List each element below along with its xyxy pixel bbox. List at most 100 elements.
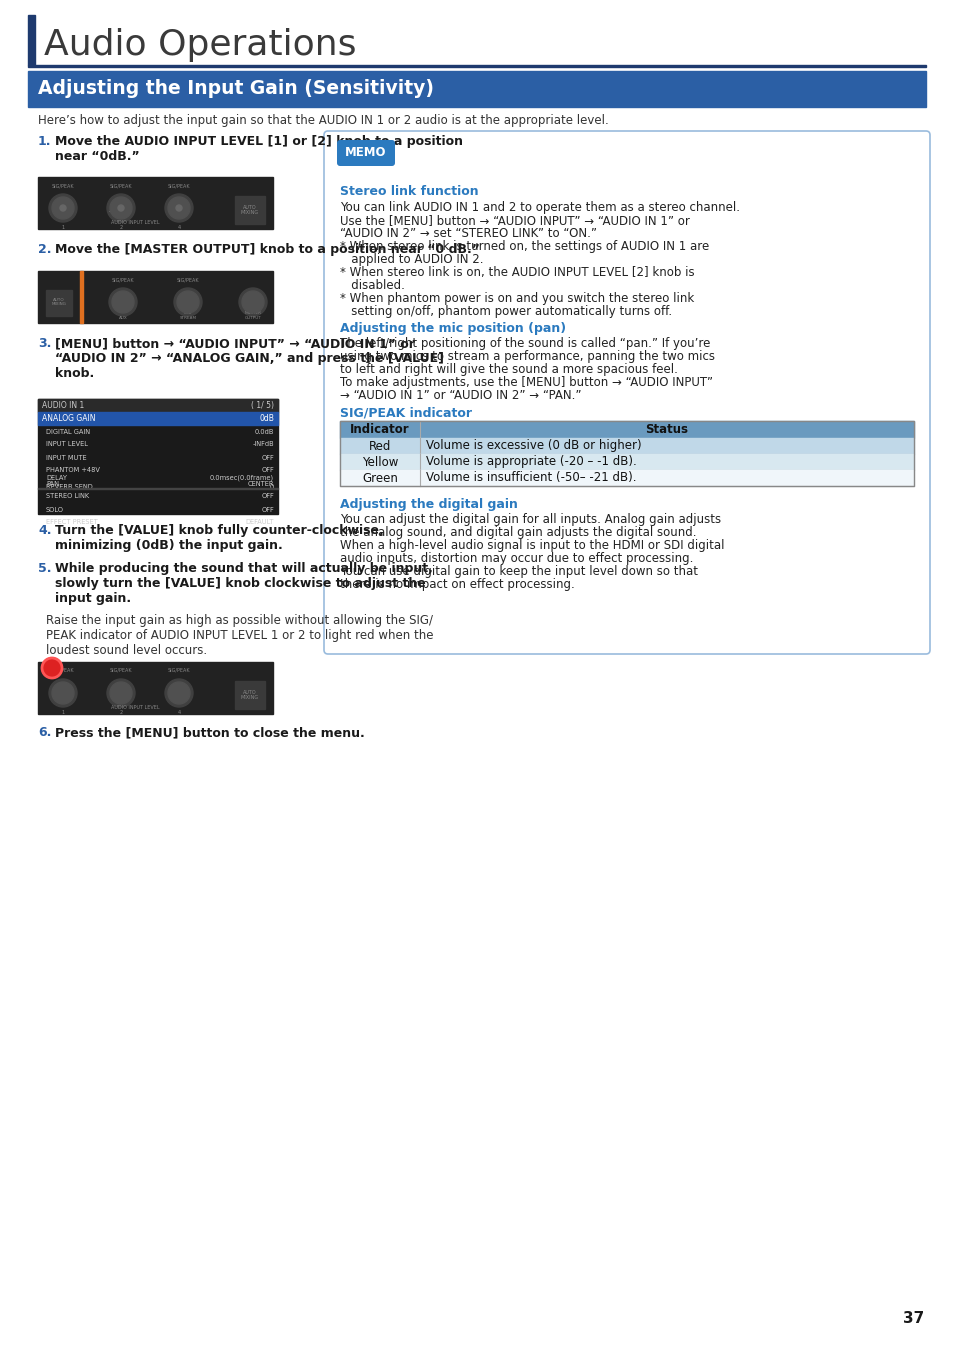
Circle shape bbox=[112, 292, 133, 313]
Text: SIG/PEAK indicator: SIG/PEAK indicator bbox=[339, 406, 472, 418]
Text: DEFAULT: DEFAULT bbox=[245, 520, 274, 525]
Circle shape bbox=[109, 288, 137, 316]
Text: OFF: OFF bbox=[261, 455, 274, 460]
Bar bbox=[234, 680, 265, 709]
Text: AUDIO INPUT LEVEL: AUDIO INPUT LEVEL bbox=[111, 220, 159, 225]
Text: 37: 37 bbox=[902, 1311, 923, 1326]
Circle shape bbox=[107, 194, 135, 221]
Text: Volume is excessive (0 dB or higher): Volume is excessive (0 dB or higher) bbox=[426, 440, 641, 452]
Text: Press the [MENU] button to close the menu.: Press the [MENU] button to close the men… bbox=[55, 726, 364, 738]
Text: Here’s how to adjust the input gain so that the AUDIO IN 1 or 2 audio is at the : Here’s how to adjust the input gain so t… bbox=[38, 113, 608, 127]
Text: PHANTOM +48V: PHANTOM +48V bbox=[46, 467, 100, 474]
Text: Use the [MENU] button → “AUDIO INPUT” → “AUDIO IN 1” or: Use the [MENU] button → “AUDIO INPUT” → … bbox=[339, 215, 689, 227]
Circle shape bbox=[242, 292, 264, 313]
Text: * When stereo link is on, the AUDIO INPUT LEVEL [2] knob is: * When stereo link is on, the AUDIO INPU… bbox=[339, 266, 694, 279]
Bar bbox=[28, 15, 35, 65]
Text: You can link AUDIO IN 1 and 2 to operate them as a stereo channel.: You can link AUDIO IN 1 and 2 to operate… bbox=[339, 201, 740, 215]
Text: 2: 2 bbox=[119, 225, 122, 230]
Text: 2: 2 bbox=[119, 710, 122, 716]
Text: 0dB: 0dB bbox=[259, 414, 274, 423]
Text: Adjusting the mic position (pan): Adjusting the mic position (pan) bbox=[339, 323, 565, 335]
Circle shape bbox=[60, 205, 66, 211]
Circle shape bbox=[173, 288, 202, 316]
Text: SIG/PEAK: SIG/PEAK bbox=[51, 184, 74, 188]
Text: ANALOG GAIN: ANALOG GAIN bbox=[42, 414, 95, 423]
Circle shape bbox=[165, 679, 193, 707]
Bar bbox=[46, 290, 71, 316]
Text: AUTO
MIXING: AUTO MIXING bbox=[241, 690, 259, 701]
Bar bbox=[339, 470, 913, 486]
Circle shape bbox=[118, 205, 124, 211]
Text: USB
STREAM: USB STREAM bbox=[179, 312, 196, 320]
Text: using two mics to stream a performance, panning the two mics: using two mics to stream a performance, … bbox=[339, 350, 714, 363]
Bar bbox=[28, 65, 925, 68]
Circle shape bbox=[49, 194, 77, 221]
Circle shape bbox=[52, 197, 74, 219]
Text: You can use digital gain to keep the input level down so that: You can use digital gain to keep the inp… bbox=[339, 566, 698, 578]
Text: Audio Operations: Audio Operations bbox=[44, 28, 356, 62]
Text: audio inputs, distortion may occur due to effect processing.: audio inputs, distortion may occur due t… bbox=[339, 552, 693, 566]
Text: Turn the [VALUE] knob fully counter-clockwise,
minimizing (0dB) the input gain.: Turn the [VALUE] knob fully counter-cloc… bbox=[55, 524, 383, 552]
Text: 0: 0 bbox=[270, 485, 274, 490]
Text: -INFdB: -INFdB bbox=[253, 441, 274, 447]
Bar bbox=[339, 437, 913, 454]
Text: Indicator: Indicator bbox=[350, 423, 410, 436]
Text: SIG/PEAK: SIG/PEAK bbox=[176, 277, 199, 282]
Text: OFF: OFF bbox=[261, 467, 274, 474]
Text: 4.: 4. bbox=[38, 524, 51, 537]
Text: 4: 4 bbox=[177, 710, 180, 716]
Text: Status: Status bbox=[645, 423, 688, 436]
Text: 5.: 5. bbox=[38, 562, 51, 575]
Text: OFF: OFF bbox=[261, 494, 274, 499]
Bar bbox=[38, 662, 273, 714]
Text: the analog sound, and digital gain adjusts the digital sound.: the analog sound, and digital gain adjus… bbox=[339, 526, 696, 539]
Bar bbox=[339, 421, 913, 486]
Text: Yellow: Yellow bbox=[361, 455, 397, 468]
FancyBboxPatch shape bbox=[336, 140, 395, 166]
Text: Move the [MASTER OUTPUT] knob to a position near “0 dB.”: Move the [MASTER OUTPUT] knob to a posit… bbox=[55, 243, 479, 256]
Text: SOLO: SOLO bbox=[46, 506, 64, 513]
Text: AUTO
MIXING: AUTO MIXING bbox=[51, 298, 67, 306]
Text: Adjusting the digital gain: Adjusting the digital gain bbox=[339, 498, 517, 512]
Text: ( 1/ 5): ( 1/ 5) bbox=[251, 401, 274, 410]
Text: “AUDIO IN 2” → set “STEREO LINK” to “ON.”: “AUDIO IN 2” → set “STEREO LINK” to “ON.… bbox=[339, 227, 597, 240]
Text: Stereo link function: Stereo link function bbox=[339, 185, 478, 198]
Bar bbox=[38, 271, 273, 323]
Text: Move the AUDIO INPUT LEVEL [1] or [2] knob to a position
near “0dB.”: Move the AUDIO INPUT LEVEL [1] or [2] kn… bbox=[55, 135, 462, 163]
Circle shape bbox=[175, 205, 182, 211]
Text: SIG/PEAK: SIG/PEAK bbox=[110, 184, 132, 188]
Text: STEREO LINK: STEREO LINK bbox=[46, 494, 89, 499]
Bar bbox=[28, 72, 925, 107]
Circle shape bbox=[177, 292, 199, 313]
Text: 1: 1 bbox=[61, 710, 65, 716]
Text: MASTER
OUTPUT: MASTER OUTPUT bbox=[244, 312, 261, 320]
Text: AUDIO INPUT LEVEL: AUDIO INPUT LEVEL bbox=[111, 705, 159, 710]
Text: 4: 4 bbox=[177, 225, 180, 230]
Text: to left and right will give the sound a more spacious feel.: to left and right will give the sound a … bbox=[339, 363, 678, 377]
Text: SIG/PEAK: SIG/PEAK bbox=[51, 668, 74, 674]
Text: REVERB SEND: REVERB SEND bbox=[46, 485, 92, 490]
Circle shape bbox=[49, 679, 77, 707]
Text: When a high-level audio signal is input to the HDMI or SDI digital: When a high-level audio signal is input … bbox=[339, 539, 723, 552]
Text: DELAY: DELAY bbox=[46, 475, 67, 481]
Text: SIG/PEAK: SIG/PEAK bbox=[110, 668, 132, 674]
Text: 6.: 6. bbox=[38, 726, 51, 738]
Text: 0.0msec(0.0frame): 0.0msec(0.0frame) bbox=[210, 475, 274, 481]
Bar bbox=[339, 421, 913, 437]
Text: 3.: 3. bbox=[38, 338, 51, 350]
Text: Adjusting the Input Gain (Sensitivity): Adjusting the Input Gain (Sensitivity) bbox=[38, 80, 434, 99]
Text: disabled.: disabled. bbox=[339, 279, 404, 292]
Text: setting on/off, phantom power automatically turns off.: setting on/off, phantom power automatica… bbox=[339, 305, 672, 319]
Text: Red: Red bbox=[369, 440, 391, 452]
Text: AUDIO IN 1: AUDIO IN 1 bbox=[42, 401, 84, 410]
Circle shape bbox=[110, 682, 132, 703]
Text: SIG/PEAK: SIG/PEAK bbox=[112, 277, 134, 282]
Text: EFFECT PRESET: EFFECT PRESET bbox=[46, 520, 97, 525]
Bar bbox=[38, 400, 277, 412]
Text: CENTER: CENTER bbox=[247, 481, 274, 486]
FancyBboxPatch shape bbox=[324, 131, 929, 653]
Text: 1: 1 bbox=[61, 225, 65, 230]
Text: AUTO
MIXING: AUTO MIXING bbox=[241, 205, 259, 216]
Circle shape bbox=[52, 682, 74, 703]
Text: Volume is insufficient (-50– -21 dB).: Volume is insufficient (-50– -21 dB). bbox=[426, 471, 636, 485]
